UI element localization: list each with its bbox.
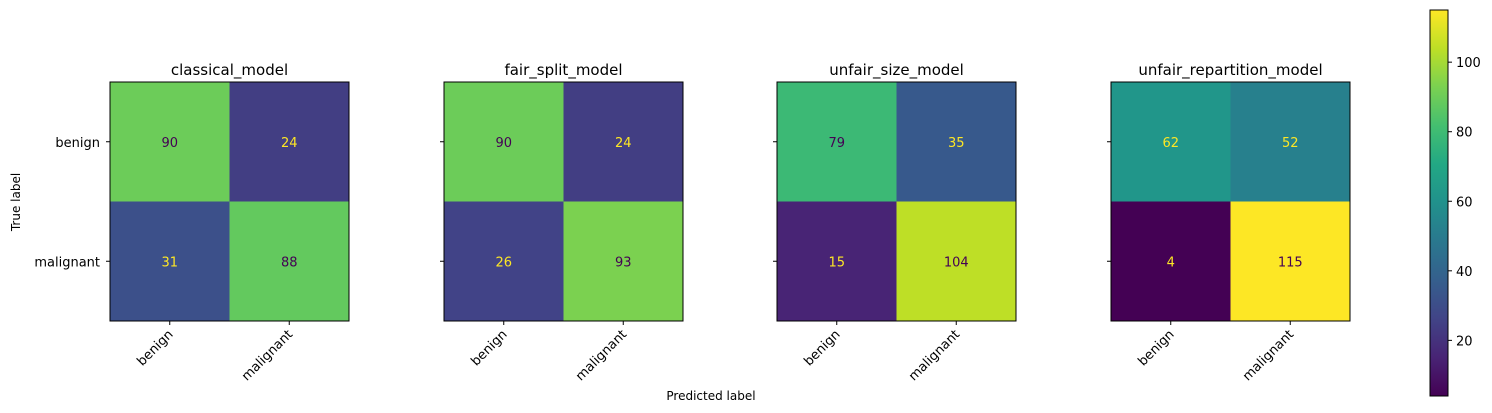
panel-fair_split_model: fair_split_model 90 24 26 93 benign malignant bbox=[440, 61, 684, 384]
heatmap-cell bbox=[1230, 82, 1350, 202]
colorbar-frame bbox=[1429, 9, 1449, 397]
heatmap-cell bbox=[110, 201, 230, 321]
cell-value: 79 bbox=[828, 136, 845, 151]
cell-value: 26 bbox=[495, 255, 512, 270]
panel-frame bbox=[1110, 81, 1351, 322]
heatmap-cell bbox=[444, 201, 564, 321]
cell-value: 88 bbox=[281, 255, 298, 270]
colorbar-tick-label: 20 bbox=[1456, 334, 1473, 349]
cell-value: 24 bbox=[615, 136, 632, 151]
heatmap-cell bbox=[563, 201, 683, 321]
cell-value: 4 bbox=[1167, 255, 1175, 270]
y-axis-label: True label bbox=[9, 173, 23, 232]
panel-classical_model: classical_model 90 24 31 88 benign malignant be… bbox=[34, 61, 350, 384]
x-tick-label: benign bbox=[1135, 327, 1177, 369]
cell-value: 115 bbox=[1278, 255, 1303, 270]
y-tick-label: malignant bbox=[34, 255, 100, 270]
x-tick-label: malignant bbox=[906, 327, 963, 384]
x-tick-label: malignant bbox=[239, 327, 296, 384]
heatmap-cell bbox=[896, 82, 1016, 202]
cell-value: 104 bbox=[944, 255, 969, 270]
heatmap-cell bbox=[1111, 201, 1231, 321]
panel-title: unfair_size_model bbox=[829, 61, 964, 80]
cell-value: 35 bbox=[948, 136, 965, 151]
cell-value: 15 bbox=[828, 255, 845, 270]
cell-value: 31 bbox=[161, 255, 178, 270]
colorbar-tick-label: 60 bbox=[1456, 195, 1473, 210]
panel-frame bbox=[776, 81, 1017, 322]
heatmap-cell bbox=[777, 82, 897, 202]
heatmap-cell bbox=[1230, 201, 1350, 321]
panel-frame bbox=[443, 81, 684, 322]
colorbar-tick-label: 100 bbox=[1456, 56, 1481, 71]
x-tick-label: benign bbox=[468, 327, 510, 369]
heatmap-cell bbox=[110, 82, 230, 202]
heatmap-cell bbox=[563, 82, 683, 202]
panel-unfair_repartition_model: unfair_repartition_model 62 52 4 115 benign ma… bbox=[1107, 61, 1351, 384]
cell-value: 90 bbox=[495, 136, 512, 151]
cell-value: 24 bbox=[281, 136, 298, 151]
heatmap-cell bbox=[896, 201, 1016, 321]
panel-title: unfair_repartition_model bbox=[1138, 61, 1322, 80]
colorbar-gradient bbox=[1430, 10, 1448, 396]
heatmap-cell bbox=[1111, 82, 1231, 202]
cell-value: 90 bbox=[161, 136, 178, 151]
panel-title: classical_model bbox=[171, 61, 288, 80]
heatmap-cell bbox=[229, 201, 349, 321]
x-tick-label: benign bbox=[134, 327, 176, 369]
x-tick-label: malignant bbox=[573, 327, 630, 384]
panel-title: fair_split_model bbox=[504, 61, 622, 80]
y-tick-label: benign bbox=[55, 136, 100, 151]
panel-unfair_size_model: unfair_size_model 79 35 15 104 benign malignan… bbox=[773, 61, 1017, 384]
colorbar-tick-label: 40 bbox=[1456, 265, 1473, 280]
x-tick-label: malignant bbox=[1240, 327, 1297, 384]
colorbar-tick-label: 80 bbox=[1456, 126, 1473, 141]
heatmap-cell bbox=[229, 82, 349, 202]
panel-frame bbox=[109, 81, 350, 322]
colorbar: 20 40 60 80 100 bbox=[1429, 9, 1481, 397]
cell-value: 52 bbox=[1282, 136, 1299, 151]
x-tick-label: benign bbox=[801, 327, 843, 369]
heatmap-cell bbox=[444, 82, 564, 202]
cell-value: 62 bbox=[1162, 136, 1179, 151]
heatmap-cell bbox=[777, 201, 897, 321]
cell-value: 93 bbox=[615, 255, 632, 270]
x-axis-label: Predicted label bbox=[666, 389, 755, 403]
